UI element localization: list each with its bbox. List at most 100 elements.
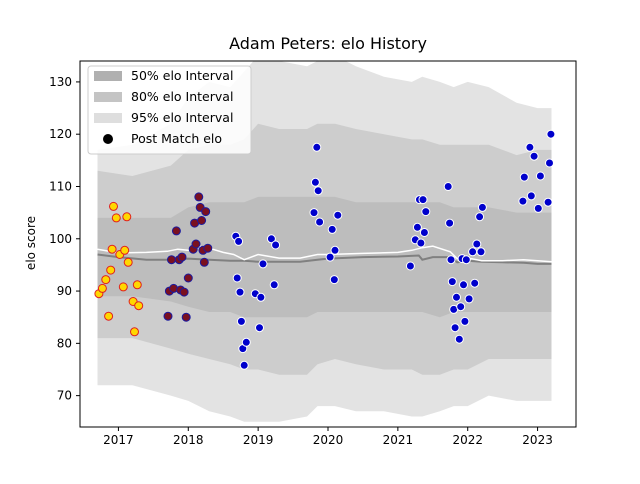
post-match-elo-point xyxy=(443,182,453,191)
x-tick-label: 2021 xyxy=(383,433,414,447)
post-match-elo-point xyxy=(447,277,457,287)
post-match-elo-point xyxy=(526,191,536,201)
y-tick-label: 100 xyxy=(49,232,72,246)
post-match-elo-point xyxy=(123,257,133,267)
post-match-elo-point xyxy=(468,247,478,257)
post-match-elo-point xyxy=(234,236,244,246)
post-match-elo-point xyxy=(201,207,211,217)
legend-label: Post Match elo xyxy=(131,131,222,146)
post-match-elo-point xyxy=(203,243,213,253)
post-match-elo-point xyxy=(258,259,268,269)
post-match-elo-point xyxy=(120,245,130,255)
post-match-elo-point xyxy=(475,212,485,222)
post-match-elo-point xyxy=(266,234,276,244)
post-match-elo-point xyxy=(525,142,535,152)
x-tick-label: 2023 xyxy=(522,433,553,447)
chart-title: Adam Peters: elo History xyxy=(229,34,427,53)
post-match-elo-point xyxy=(255,323,264,333)
post-match-elo-point xyxy=(271,240,281,250)
post-match-elo-point xyxy=(199,257,209,267)
post-match-elo-point xyxy=(312,142,322,152)
post-match-elo-point xyxy=(330,245,340,255)
post-match-elo-point xyxy=(177,252,187,262)
post-match-elo-point xyxy=(132,280,142,290)
post-match-elo-point xyxy=(519,172,529,182)
legend-swatch xyxy=(94,113,122,123)
y-tick-label: 80 xyxy=(57,336,72,350)
post-match-elo-point xyxy=(191,239,201,249)
post-match-elo-point xyxy=(327,224,337,234)
post-match-elo-point xyxy=(183,273,193,283)
post-match-elo-point xyxy=(529,151,539,161)
post-match-elo-point xyxy=(446,255,456,265)
post-match-elo-point xyxy=(269,280,279,290)
mean-elo-line xyxy=(97,245,552,263)
y-tick-label: 70 xyxy=(57,389,72,403)
post-match-elo-point xyxy=(313,186,323,196)
post-match-elo-point xyxy=(197,216,207,225)
post-match-elo-point xyxy=(329,275,339,285)
post-match-elo-point xyxy=(171,226,181,236)
post-match-elo-point xyxy=(546,129,556,139)
post-match-elo-point xyxy=(239,360,249,370)
post-match-elo-point xyxy=(461,255,471,265)
x-tick-label: 2022 xyxy=(452,433,483,447)
post-match-elo-point xyxy=(464,294,474,304)
post-match-elo-point xyxy=(163,311,173,321)
y-tick-label: 110 xyxy=(49,179,72,193)
post-match-elo-point xyxy=(445,218,455,228)
post-match-elo-point xyxy=(107,244,117,254)
post-match-elo-point xyxy=(167,255,176,265)
post-match-elo-point xyxy=(472,239,482,249)
x-tick-label: 2019 xyxy=(243,433,274,447)
post-match-elo-point xyxy=(416,238,426,248)
post-match-elo-point xyxy=(101,275,111,285)
post-match-elo-point xyxy=(111,213,121,223)
post-match-elo-point xyxy=(118,282,128,292)
post-match-elo-point xyxy=(310,177,320,187)
post-match-elo-point xyxy=(545,158,554,168)
post-match-elo-point xyxy=(518,196,528,206)
legend-marker xyxy=(103,134,113,144)
band-50-interval xyxy=(97,196,552,318)
post-match-elo-point xyxy=(315,217,325,227)
post-match-elo-point xyxy=(236,316,246,326)
post-match-elo-point xyxy=(97,283,107,293)
post-match-elo-point xyxy=(460,316,470,326)
legend-label: 80% elo Interval xyxy=(131,89,233,104)
post-match-elo-point xyxy=(476,247,486,257)
post-match-elo-point xyxy=(241,337,251,347)
y-axis-label: elo score xyxy=(24,216,38,270)
y-tick-label: 130 xyxy=(49,75,72,89)
legend-label: 50% elo Interval xyxy=(131,68,233,83)
legend: 50% elo Interval 80% elo Interval 95% elo … xyxy=(87,65,252,155)
post-match-elo-point xyxy=(194,192,204,202)
axes: 2017 2018 2019 2020 2021 2022 2023 70 80 90 100 110… xyxy=(49,60,577,447)
y-tick-label: 90 xyxy=(57,284,72,298)
post-match-elo-point xyxy=(405,261,415,271)
post-match-elo-point xyxy=(181,312,191,322)
post-match-elo-point xyxy=(325,252,335,262)
post-match-elo-point xyxy=(106,265,116,275)
post-match-elo-point xyxy=(412,222,422,232)
post-match-elo-point xyxy=(419,228,429,237)
post-match-elo-point xyxy=(543,197,553,207)
x-tick-label: 2017 xyxy=(103,433,134,447)
post-match-elo-point xyxy=(333,210,343,220)
post-match-elo-point xyxy=(450,323,460,333)
post-match-elo-point xyxy=(535,171,545,181)
post-match-elo-point xyxy=(235,287,245,297)
post-match-elo-point xyxy=(256,292,266,302)
legend-swatch xyxy=(94,92,122,102)
post-match-elo-point xyxy=(122,212,132,222)
post-match-elo-point xyxy=(309,208,319,218)
x-tick-label: 2020 xyxy=(313,433,344,447)
post-match-elo-point xyxy=(418,195,428,205)
post-match-elo-point xyxy=(456,302,466,312)
legend-label: 95% elo Interval xyxy=(131,110,233,125)
post-match-elo-point xyxy=(232,273,242,283)
median-elo-line xyxy=(97,253,552,265)
post-match-elo-point xyxy=(104,311,114,321)
post-match-elo-point xyxy=(109,201,118,211)
